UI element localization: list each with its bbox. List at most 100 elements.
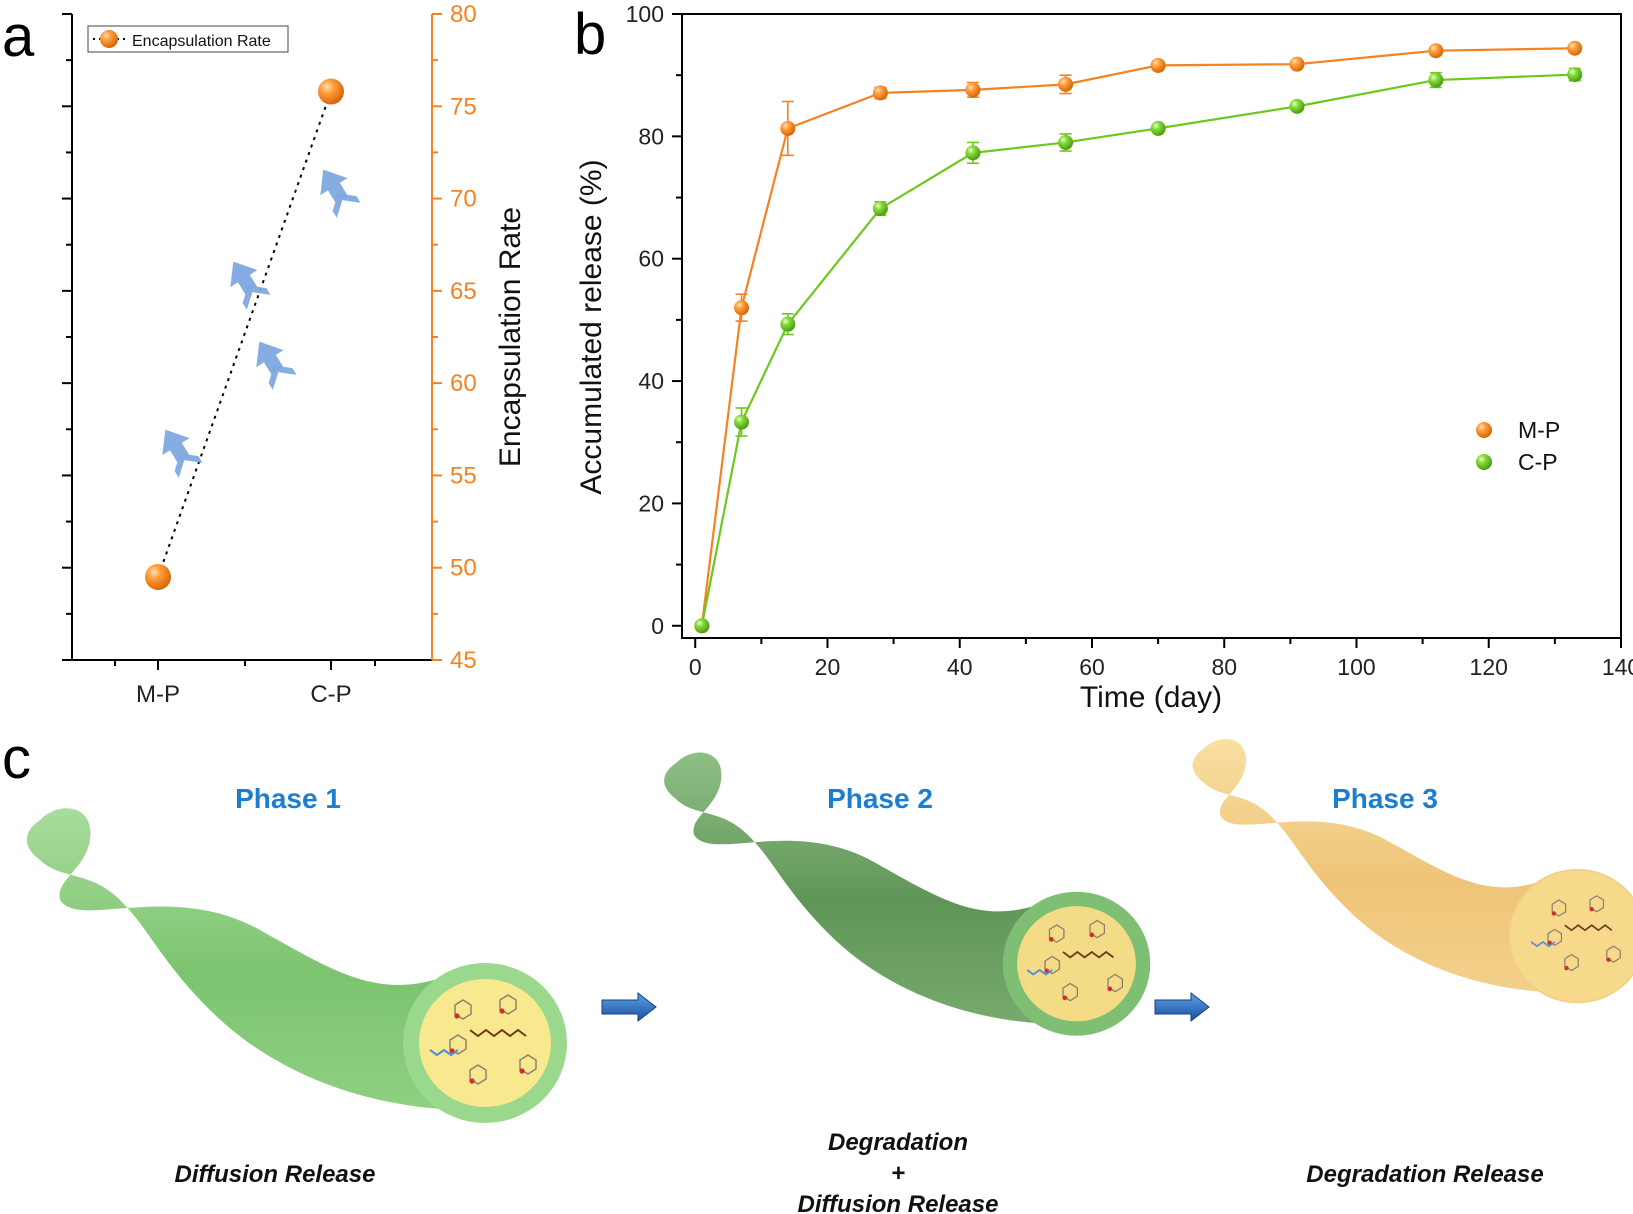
molecule-icon bbox=[499, 994, 517, 1015]
atom-icon bbox=[1089, 932, 1095, 938]
phase-1-group: Phase 1 Diffusion Release bbox=[26, 783, 567, 1188]
atom-icon bbox=[1551, 911, 1557, 916]
molecule-icon bbox=[519, 1054, 537, 1075]
panel-b-data-point bbox=[1058, 134, 1074, 150]
molecule-icon bbox=[1589, 895, 1605, 913]
panel-b-chart: 0 20 40 60 80 100 120 140 0 20 40 60 80 100 Time (day… bbox=[575, 1, 1633, 714]
polymer-chain-icon bbox=[1062, 950, 1114, 959]
molecule-icon bbox=[1048, 924, 1065, 943]
panel-b-data-point bbox=[1289, 56, 1305, 72]
arrow-up-icon bbox=[230, 261, 271, 310]
atom-icon bbox=[1048, 937, 1054, 942]
molecule-icon bbox=[1089, 919, 1106, 939]
panel-b-x-tick-label: 40 bbox=[947, 654, 973, 680]
panel-a-y-axis-title: Encapsulation Rate bbox=[494, 207, 527, 467]
drug-chain-icon bbox=[429, 1048, 459, 1057]
panel-b-x-tick-label: 140 bbox=[1602, 654, 1633, 680]
phase-3-label: Degradation Release bbox=[1306, 1161, 1543, 1188]
panel-b-legend-marker bbox=[1476, 454, 1492, 470]
panel-b-x-tick-label: 0 bbox=[689, 654, 702, 680]
panel-b-frame bbox=[681, 13, 1622, 639]
panel-a-data-point bbox=[145, 563, 171, 590]
panel-a-trend-line bbox=[157, 91, 332, 578]
fiber-core bbox=[1510, 870, 1633, 1002]
fiber-illustration bbox=[664, 752, 1151, 1036]
panel-a-legend-marker bbox=[100, 30, 118, 48]
panel-a-legend: Encapsulation Rate bbox=[87, 25, 289, 53]
panel-b-y-tick-label: 80 bbox=[638, 123, 664, 149]
panel-a-x-tick-label: M-P bbox=[136, 681, 180, 708]
panel-a-y-tick-label: 60 bbox=[450, 370, 477, 397]
phase-3-title: Phase 3 bbox=[1332, 783, 1438, 814]
phase-2-group: Phase 2 Degradation + Diffusion Release bbox=[664, 752, 1151, 1214]
panel-b-data-point bbox=[1428, 72, 1444, 88]
panel-a-data-point bbox=[318, 78, 344, 105]
phase-3-group: Phase 3 Degradation Release bbox=[1192, 738, 1633, 1188]
drug-chain-icon bbox=[1026, 968, 1053, 976]
panel-a-y-tick-label: 55 bbox=[450, 462, 477, 489]
panel-b-data-point bbox=[965, 82, 981, 98]
panel-b-data-point bbox=[694, 618, 710, 634]
drug-chain-icon bbox=[1530, 940, 1556, 948]
molecule-icon bbox=[1107, 973, 1124, 993]
atom-icon bbox=[469, 1078, 475, 1084]
atom-icon bbox=[1589, 907, 1594, 912]
arrow-right-icon bbox=[601, 991, 657, 1023]
panel-a-y-tick-label: 45 bbox=[450, 647, 477, 674]
molecule-icon bbox=[1551, 899, 1567, 917]
panel-b-x-tick-label: 100 bbox=[1337, 654, 1375, 680]
molecule-icon bbox=[1564, 953, 1579, 972]
panel-a-legend-label: Encapsulation Rate bbox=[132, 33, 271, 50]
atom-icon bbox=[454, 1013, 460, 1019]
molecule-icon bbox=[1044, 955, 1061, 975]
fiber-core bbox=[1017, 906, 1136, 1022]
panel-a-y-tick-label: 80 bbox=[450, 1, 477, 28]
fiber-core bbox=[419, 979, 551, 1107]
phase-1-label: Diffusion Release bbox=[175, 1161, 376, 1188]
atom-icon bbox=[1062, 995, 1068, 1001]
molecule-icon bbox=[449, 1034, 467, 1055]
panel-b-series-line bbox=[700, 47, 1575, 626]
panel-b-x-axis-title: Time (day) bbox=[1080, 681, 1222, 714]
fiber-illustration bbox=[26, 808, 567, 1123]
panel-b-data-point bbox=[780, 120, 796, 136]
arrow-up-icon bbox=[320, 169, 361, 218]
phase-2-label: Degradation bbox=[828, 1129, 968, 1156]
panel-b-series-m-p bbox=[694, 40, 1583, 634]
panel-b-data-point bbox=[1058, 76, 1074, 92]
molecule-icon bbox=[454, 999, 472, 1020]
panel-b-legend-marker bbox=[1476, 422, 1492, 438]
molecule-icon bbox=[1606, 945, 1621, 963]
atom-icon bbox=[519, 1068, 525, 1074]
panel-b-y-tick-label: 40 bbox=[638, 368, 664, 394]
panel-b-x-tick-label: 20 bbox=[815, 654, 841, 680]
fiber-illustration bbox=[1192, 738, 1633, 1004]
arrow-up-icon bbox=[162, 429, 203, 478]
atom-icon bbox=[499, 1008, 505, 1014]
panel-b-y-axis-title: Accumulated release (%) bbox=[575, 159, 608, 494]
panel-b-data-point bbox=[780, 316, 796, 332]
panel-b-x-tick-label: 120 bbox=[1470, 654, 1508, 680]
phase-1-title: Phase 1 bbox=[235, 783, 341, 814]
panel-letter-b: b bbox=[574, 2, 606, 67]
atom-icon bbox=[1564, 965, 1569, 971]
panel-b-data-point bbox=[1289, 98, 1305, 114]
panel-a-y-tick-label: 70 bbox=[450, 186, 477, 213]
panel-a-x-tick-label: C-P bbox=[310, 681, 351, 708]
panel-b-x-tick-label: 80 bbox=[1211, 654, 1237, 680]
polymer-chain-icon bbox=[469, 1028, 527, 1038]
panel-b-legend-label: M-P bbox=[1518, 417, 1560, 443]
panel-b-data-point bbox=[1567, 40, 1583, 56]
panel-b-legend-label: C-P bbox=[1518, 449, 1558, 475]
panel-b-y-tick-label: 0 bbox=[651, 613, 664, 639]
panel-b-data-point bbox=[1150, 120, 1166, 136]
panel-c-diagram: Phase 1 Diffusion Release Phase 2 Degradati… bbox=[26, 738, 1633, 1214]
panel-b-series-line bbox=[700, 73, 1575, 626]
atom-icon bbox=[1606, 957, 1611, 962]
arrow-right-icon bbox=[1154, 991, 1210, 1023]
panel-b-series-c-p bbox=[694, 67, 1583, 634]
panel-b-data-point bbox=[965, 145, 981, 161]
molecule-icon bbox=[1062, 982, 1079, 1002]
panel-b-data-point bbox=[872, 85, 888, 101]
panel-b-y-tick-label: 100 bbox=[626, 1, 664, 27]
